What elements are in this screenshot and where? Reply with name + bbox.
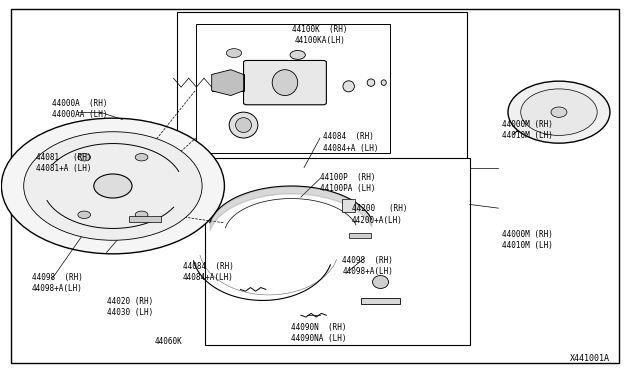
Text: 44084  (RH)
44084+A(LH): 44084 (RH) 44084+A(LH) bbox=[183, 262, 234, 282]
Text: 44060K: 44060K bbox=[154, 337, 182, 346]
Circle shape bbox=[78, 154, 91, 161]
Ellipse shape bbox=[229, 112, 258, 138]
Text: 44200   (RH)
44200+A(LH): 44200 (RH) 44200+A(LH) bbox=[352, 205, 408, 225]
Text: 44020 (RH)
44030 (LH): 44020 (RH) 44030 (LH) bbox=[106, 297, 153, 317]
Ellipse shape bbox=[272, 70, 298, 96]
Text: 44100P  (RH)
44100PA (LH): 44100P (RH) 44100PA (LH) bbox=[320, 173, 376, 193]
Bar bbox=[205, 158, 470, 345]
Circle shape bbox=[290, 51, 305, 60]
Circle shape bbox=[135, 154, 148, 161]
Text: 44098  (RH)
44098+A(LH): 44098 (RH) 44098+A(LH) bbox=[342, 256, 393, 276]
Bar bbox=[362, 298, 399, 304]
Circle shape bbox=[135, 211, 148, 218]
Text: X441001A: X441001A bbox=[570, 354, 610, 363]
Bar bbox=[212, 74, 244, 91]
Ellipse shape bbox=[236, 118, 252, 132]
Polygon shape bbox=[212, 70, 244, 96]
Ellipse shape bbox=[551, 107, 567, 117]
Ellipse shape bbox=[94, 174, 132, 198]
Bar bbox=[349, 233, 371, 238]
Ellipse shape bbox=[508, 81, 610, 143]
Text: 44000M (RH)
44010M (LH): 44000M (RH) 44010M (LH) bbox=[502, 119, 552, 140]
Bar bbox=[177, 13, 467, 167]
Text: 44098  (RH)
44098+A(LH): 44098 (RH) 44098+A(LH) bbox=[32, 273, 83, 293]
Circle shape bbox=[227, 49, 242, 58]
Text: 44084  (RH)
44084+A (LH): 44084 (RH) 44084+A (LH) bbox=[323, 132, 379, 153]
Ellipse shape bbox=[1, 118, 225, 254]
Ellipse shape bbox=[372, 276, 388, 288]
Text: 44000A  (RH)
44000AA (LH): 44000A (RH) 44000AA (LH) bbox=[52, 99, 108, 119]
FancyBboxPatch shape bbox=[244, 61, 326, 105]
Text: 44100K  (RH)
44100KA(LH): 44100K (RH) 44100KA(LH) bbox=[292, 25, 348, 45]
Bar bbox=[129, 216, 161, 222]
Ellipse shape bbox=[24, 132, 202, 240]
Bar bbox=[196, 23, 390, 153]
Ellipse shape bbox=[343, 81, 355, 92]
Ellipse shape bbox=[367, 79, 375, 86]
Bar bbox=[342, 199, 355, 212]
Text: 44090N  (RH)
44090NA (LH): 44090N (RH) 44090NA (LH) bbox=[291, 323, 347, 343]
Text: 44081   (RH)
44081+A (LH): 44081 (RH) 44081+A (LH) bbox=[36, 153, 92, 173]
Text: 44000M (RH)
44010M (LH): 44000M (RH) 44010M (LH) bbox=[502, 230, 552, 250]
Ellipse shape bbox=[381, 80, 387, 86]
Circle shape bbox=[78, 211, 91, 218]
Ellipse shape bbox=[521, 89, 597, 135]
